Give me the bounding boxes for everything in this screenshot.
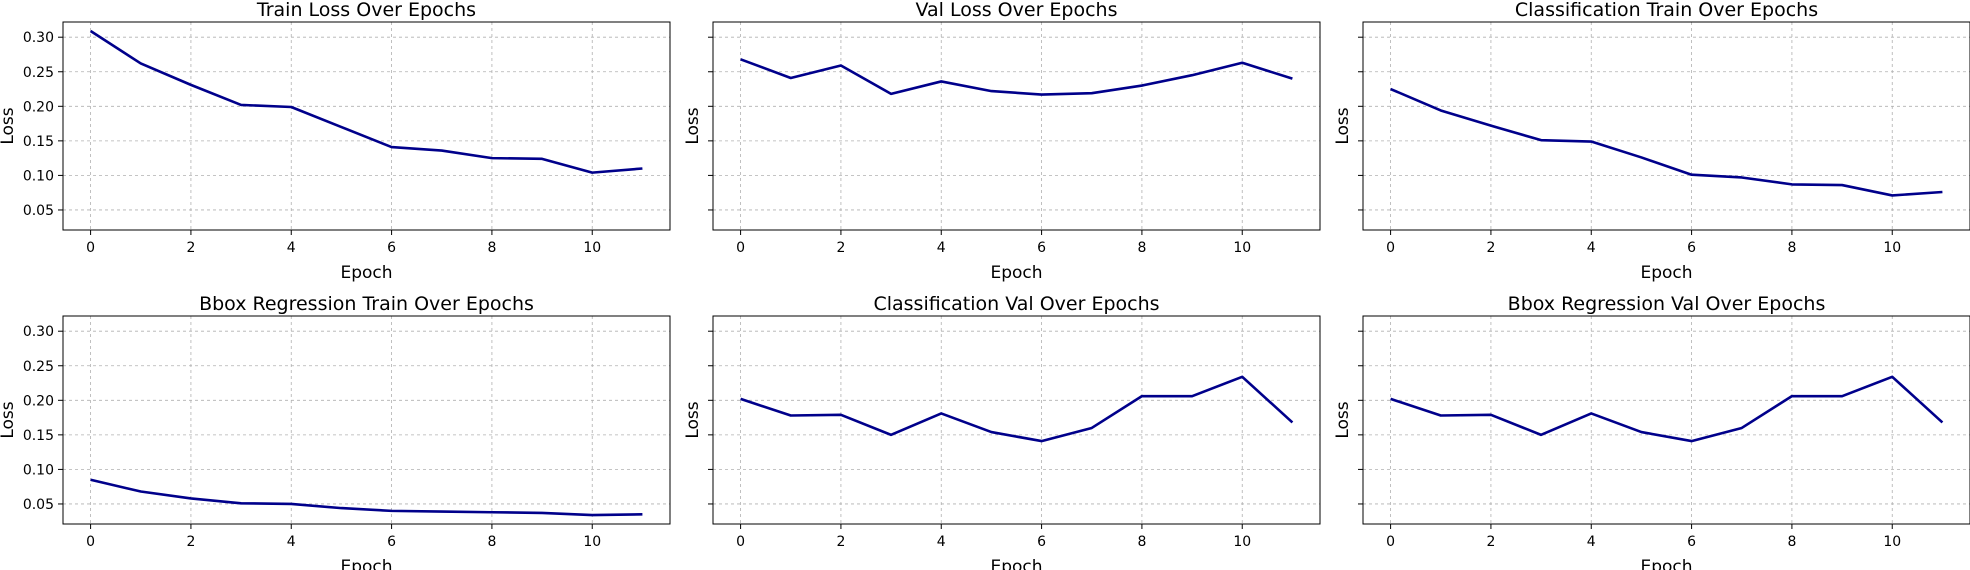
x-tick-label: 6 (1037, 534, 1046, 550)
subplot-title: Bbox Regression Val Over Epochs (1508, 293, 1826, 315)
subplot-title: Val Loss Over Epochs (915, 0, 1117, 21)
y-tick-label: 0.10 (23, 168, 54, 184)
x-tick-label: 10 (1233, 534, 1251, 550)
x-tick-label: 2 (186, 240, 195, 256)
x-tick-label: 4 (1587, 534, 1596, 550)
x-tick-label: 8 (1787, 534, 1796, 550)
x-tick-label: 2 (836, 240, 845, 256)
x-tick-label: 4 (287, 534, 296, 550)
x-tick-label: 10 (583, 240, 601, 256)
subplot-0: 0 2 4 6 8 10 0.05 0.10 0.15 0.20 0.25 0.30 Train Los… (0, 0, 671, 283)
x-tick-label: 10 (1233, 240, 1251, 256)
x-tick-label: 0 (736, 240, 745, 256)
series-line (90, 478, 643, 517)
plot-frame (1362, 21, 1970, 231)
x-axis-label: Epoch (340, 557, 392, 570)
y-axis-label: Loss (1333, 401, 1353, 438)
x-tick-label: 6 (1037, 240, 1046, 256)
series-line (89, 29, 643, 174)
x-tick-label: 6 (387, 534, 396, 550)
x-tick-label: 0 (86, 534, 95, 550)
x-tick-label: 0 (1386, 240, 1395, 256)
series-line (740, 58, 1293, 96)
y-tick-label: 0.30 (23, 30, 54, 46)
subplot-title: Bbox Regression Train Over Epochs (199, 293, 534, 315)
x-axis-label: Epoch (990, 263, 1042, 283)
x-tick-label: 0 (1386, 534, 1395, 550)
y-axis-label: Loss (0, 401, 18, 438)
subplot-2: 0 2 4 6 8 10 Classification Train Over Epochs E… (1333, 0, 1970, 283)
plot-frame (62, 21, 671, 231)
x-tick-label: 10 (583, 534, 601, 550)
series-line (740, 375, 1294, 443)
x-axis-label: Epoch (1640, 263, 1692, 283)
x-tick-label: 8 (1137, 534, 1146, 550)
subplot-5: 0 2 4 6 8 10 Bbox Regression Val Over Epochs Ep… (1333, 293, 1970, 570)
x-tick-label: 2 (186, 534, 195, 550)
x-tick-label: 4 (937, 534, 946, 550)
subplot-3: 0 2 4 6 8 10 0.05 0.10 0.15 0.20 0.25 0.30 Bbox Regr… (0, 293, 671, 570)
x-axis-label: Epoch (1640, 557, 1692, 570)
x-tick-label: 4 (937, 240, 946, 256)
subplot-1: 0 2 4 6 8 10 Val Loss Over Epochs Epoch Loss (683, 0, 1321, 283)
x-tick-label: 6 (387, 240, 396, 256)
x-tick-label: 6 (1687, 240, 1696, 256)
y-tick-label: 0.30 (23, 324, 54, 340)
series-line (1390, 87, 1943, 197)
y-tick-label: 0.10 (23, 462, 54, 478)
x-tick-label: 2 (836, 534, 845, 550)
x-tick-label: 8 (487, 534, 496, 550)
plot-frame (712, 315, 1321, 525)
y-tick-label: 0.20 (23, 393, 54, 409)
y-tick-label: 0.05 (23, 497, 54, 513)
plot-frame (1362, 315, 1970, 525)
subplot-title: Classification Val Over Epochs (873, 293, 1159, 315)
subplot-4: 0 2 4 6 8 10 Classification Val Over Epochs Epo… (683, 293, 1321, 570)
x-tick-label: 0 (736, 534, 745, 550)
y-axis-label: Loss (0, 107, 18, 144)
subplot-title: Classification Train Over Epochs (1515, 0, 1818, 21)
x-tick-label: 10 (1883, 240, 1901, 256)
y-tick-label: 0.25 (23, 65, 54, 81)
x-tick-label: 2 (1486, 240, 1495, 256)
y-tick-label: 0.15 (23, 428, 54, 444)
y-axis-label: Loss (1333, 107, 1353, 144)
y-axis-label: Loss (683, 107, 703, 144)
x-tick-label: 8 (487, 240, 496, 256)
x-tick-label: 4 (1587, 240, 1596, 256)
x-tick-label: 8 (1137, 240, 1146, 256)
x-tick-label: 8 (1787, 240, 1796, 256)
plot-frame (62, 315, 671, 525)
subplot-title: Train Loss Over Epochs (256, 0, 476, 21)
series-line (1390, 375, 1944, 443)
y-tick-label: 0.25 (23, 359, 54, 375)
y-tick-label: 0.20 (23, 99, 54, 115)
x-tick-label: 0 (86, 240, 95, 256)
x-axis-label: Epoch (990, 557, 1042, 570)
x-tick-label: 4 (287, 240, 296, 256)
x-tick-label: 10 (1883, 534, 1901, 550)
plot-frame (712, 21, 1321, 231)
y-tick-label: 0.05 (23, 203, 54, 219)
x-axis-label: Epoch (340, 263, 392, 283)
y-axis-label: Loss (683, 401, 703, 438)
x-tick-label: 2 (1486, 534, 1495, 550)
x-tick-label: 6 (1687, 534, 1696, 550)
y-tick-label: 0.15 (23, 134, 54, 150)
